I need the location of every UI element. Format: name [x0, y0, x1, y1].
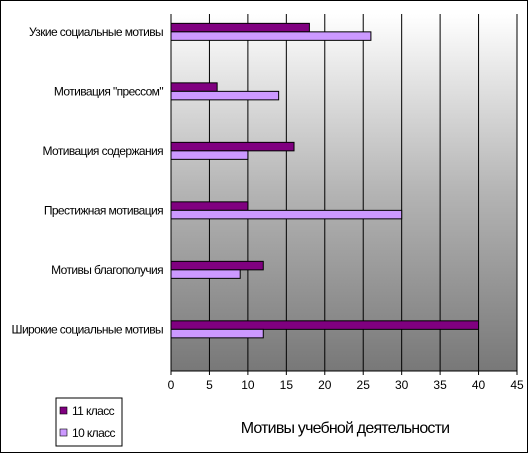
x-tick-label: 10	[241, 378, 255, 392]
bar-11-klass	[170, 22, 310, 33]
x-tick-label: 5	[206, 378, 213, 392]
category-label: Узкие социальные мотивы	[29, 25, 163, 39]
plot-area	[171, 14, 517, 371]
bar-11-klass	[170, 260, 264, 271]
x-tick-label: 20	[318, 378, 332, 392]
legend-box	[55, 397, 123, 447]
x-tick-label: 35	[433, 378, 447, 392]
x-tick-label: 30	[395, 378, 409, 392]
x-tick-label: 15	[280, 378, 294, 392]
legend-label-10: 10 класс	[72, 426, 116, 440]
bar-11-klass	[170, 141, 295, 152]
category-label: Мотивация "прессом"	[54, 84, 163, 98]
bar-11-klass	[170, 201, 249, 211]
x-axis-title: Мотивы учебной деятельности	[241, 420, 450, 437]
bar-10-klass	[170, 31, 372, 41]
category-label: Широкие социальные мотивы	[12, 322, 163, 336]
category-labels: Узкие социальные мотивы Мотивация "прессо…	[12, 25, 164, 337]
legend-swatch-10	[59, 428, 68, 437]
gridlines	[208, 14, 518, 371]
bar-11-klass	[170, 82, 218, 92]
category-label: Мотивы благополучия	[51, 263, 163, 277]
x-ticks: 0 5 10 15 20 25 30 35 40 45	[168, 371, 524, 392]
bar-10-klass	[170, 90, 280, 101]
legend-swatch-11	[59, 406, 68, 415]
x-tick-label: 0	[168, 378, 175, 392]
x-tick-label: 40	[472, 378, 486, 392]
bar-10-klass	[170, 150, 249, 160]
x-tick-label: 25	[357, 378, 371, 392]
bar-10-klass	[170, 269, 241, 279]
x-tick-label: 45	[510, 378, 524, 392]
category-label: Мотивация содержания	[43, 144, 164, 158]
bar-11-klass	[170, 320, 480, 330]
category-label: Престижная мотивация	[44, 203, 163, 217]
legend-label-11: 11 класс	[72, 404, 115, 418]
bar-10-klass	[170, 209, 403, 220]
bar-10-klass	[170, 328, 264, 339]
